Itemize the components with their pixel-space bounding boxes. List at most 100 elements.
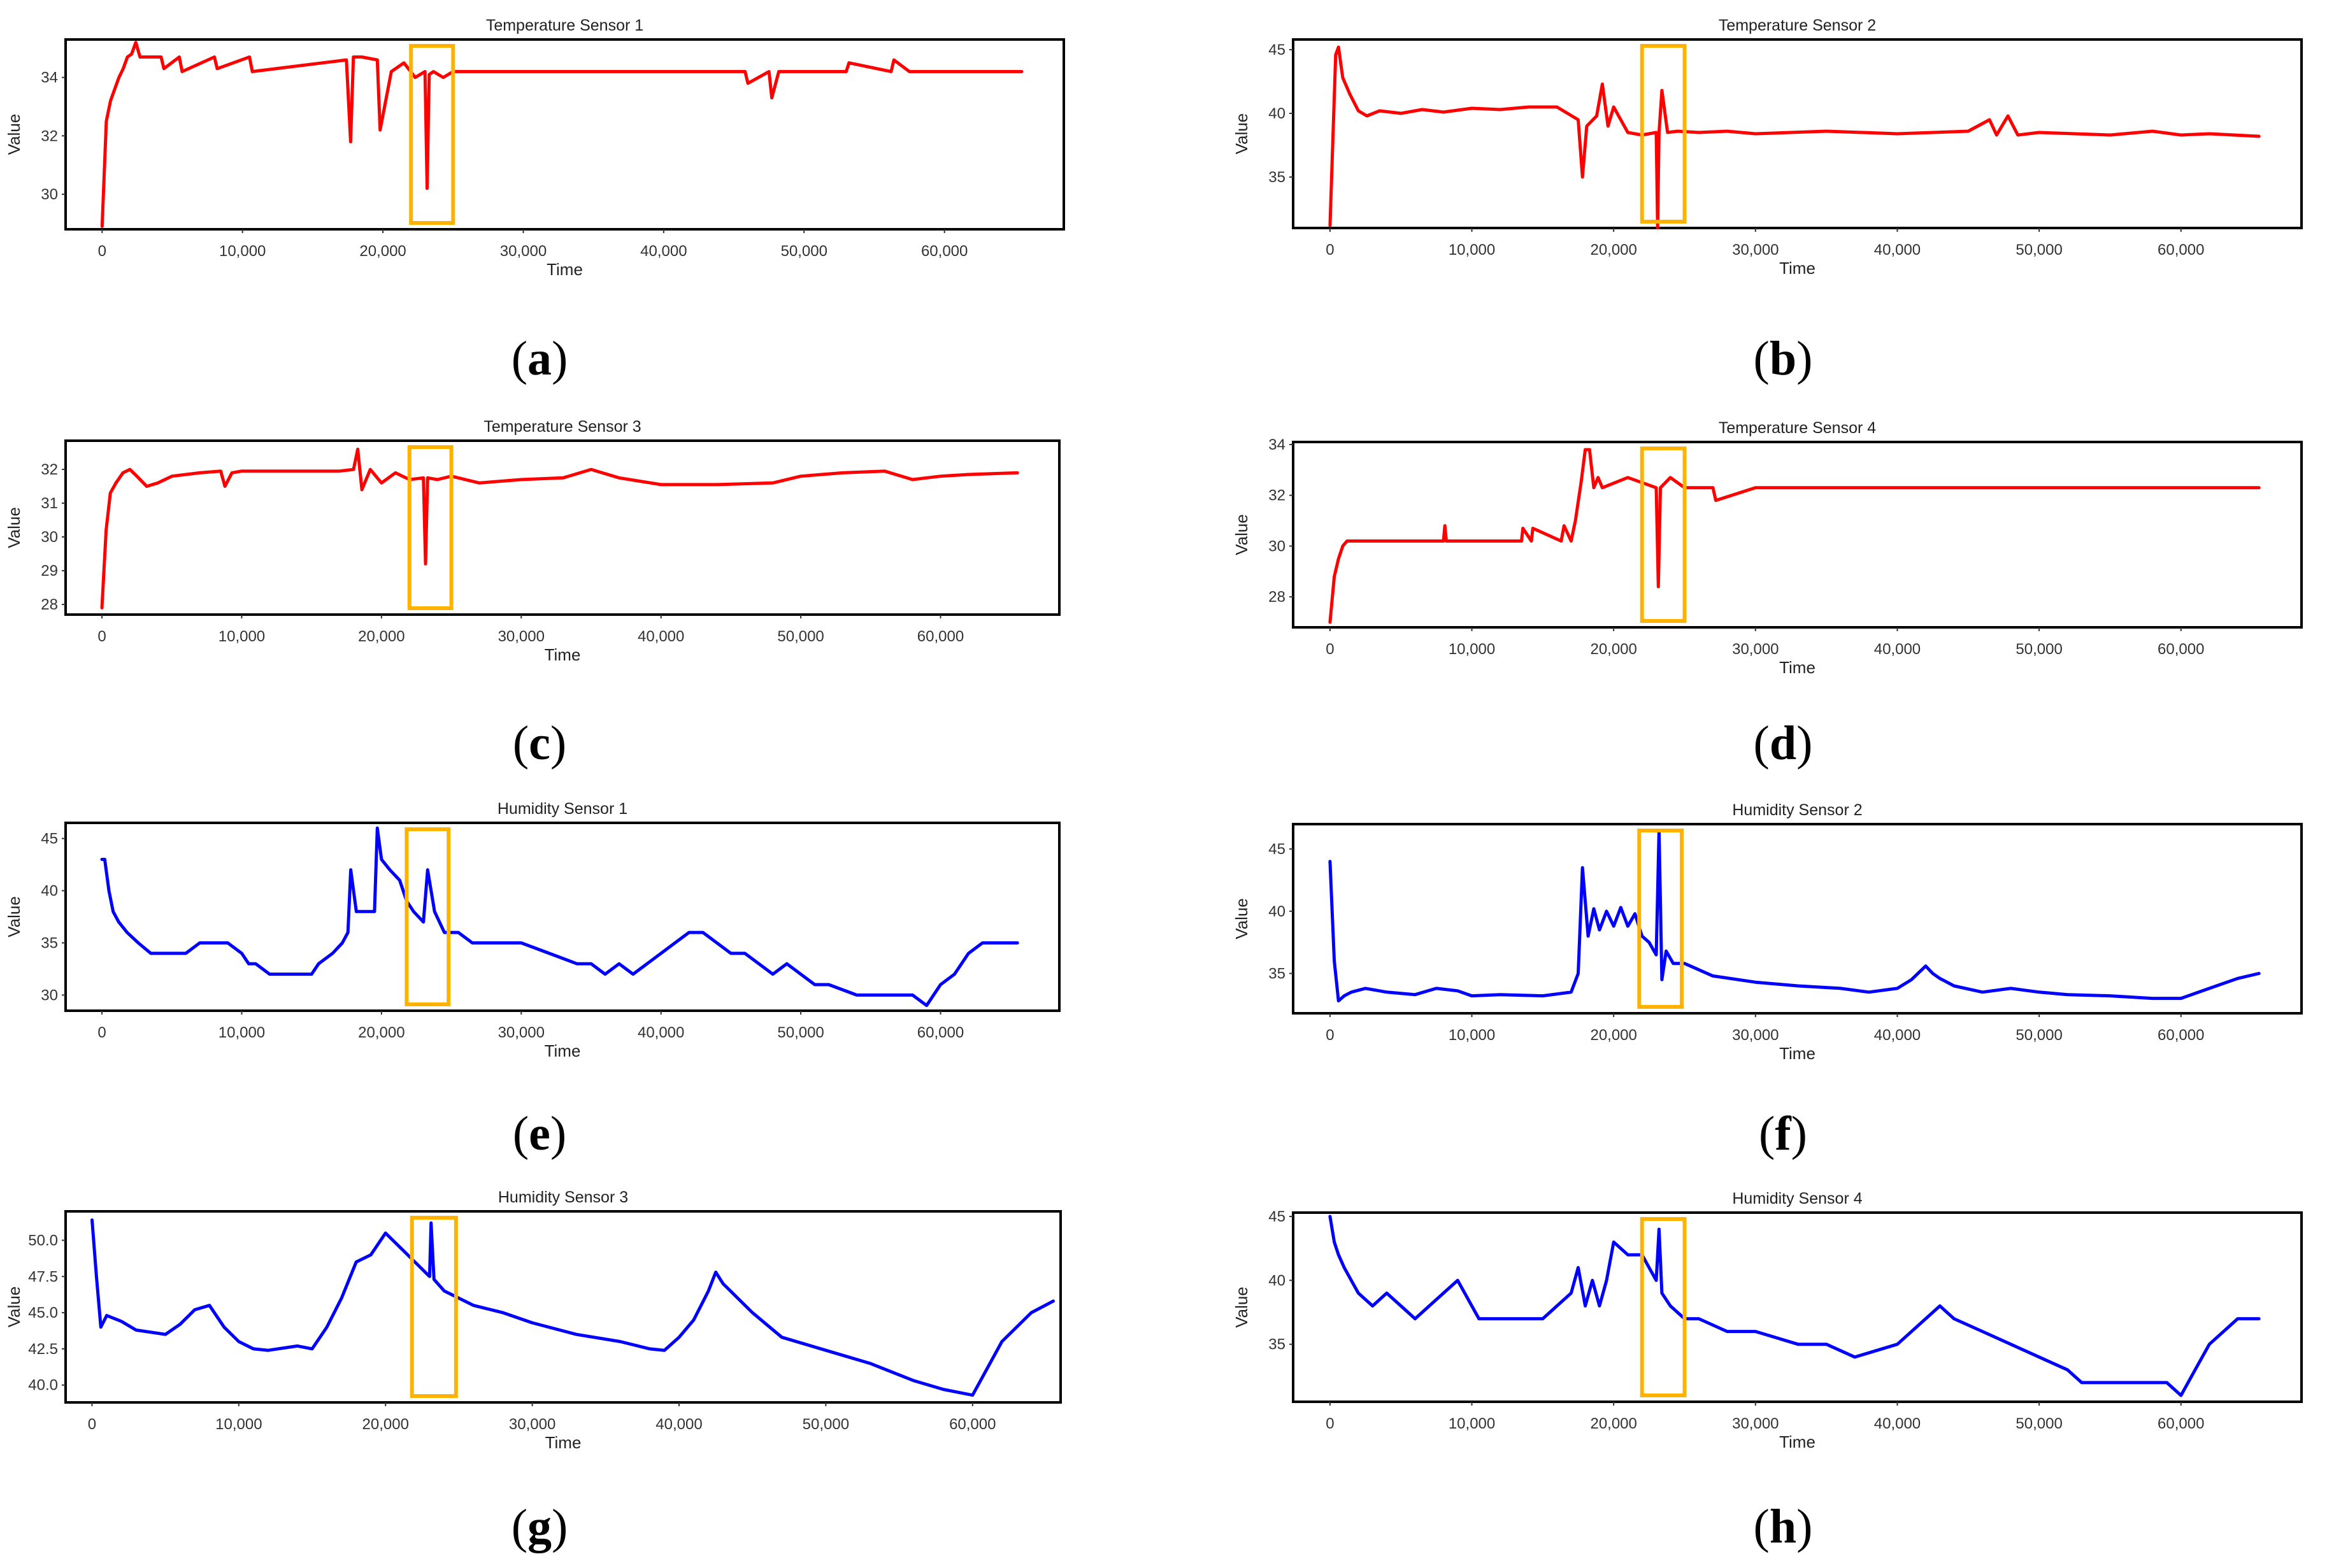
series-line xyxy=(1328,45,2261,230)
anomaly-highlight-box xyxy=(1637,829,1684,1009)
y-axis-label: Value xyxy=(4,896,24,937)
x-tick-label: 10,000 xyxy=(215,1416,262,1433)
series-line xyxy=(1328,829,2261,1002)
x-tick-label: 50,000 xyxy=(2016,1415,2062,1432)
x-tick-label: 0 xyxy=(1326,241,1334,259)
series-line xyxy=(100,41,1024,228)
x-tick-label: 40,000 xyxy=(1874,641,1921,658)
x-axis-label: Time xyxy=(547,260,583,279)
plot-frame xyxy=(64,822,1061,1012)
y-tick-label: 42.5 xyxy=(28,1341,58,1358)
chart-title: Temperature Sensor 4 xyxy=(1719,419,1876,437)
x-tick-label: 10,000 xyxy=(1449,1027,1495,1044)
plot-frame xyxy=(1292,38,2303,229)
x-axis-label: Time xyxy=(1779,1044,1815,1063)
x-tick-label: 40,000 xyxy=(1874,241,1921,259)
x-tick-label: 50,000 xyxy=(2016,1027,2062,1044)
plot-frame xyxy=(64,439,1061,616)
x-axis-label: Time xyxy=(1779,1432,1815,1451)
y-tick-label: 32 xyxy=(1268,487,1285,504)
x-tick-label: 60,000 xyxy=(2158,1415,2204,1432)
chart-title: Temperature Sensor 1 xyxy=(486,17,643,34)
caption-b: (b) xyxy=(1753,332,1813,385)
chart-title: Temperature Sensor 3 xyxy=(483,418,641,436)
caption-c: (c) xyxy=(512,716,567,770)
caption-letter: d xyxy=(1769,716,1797,770)
x-tick-label: 50,000 xyxy=(777,1024,824,1041)
caption-letter: c xyxy=(529,716,550,770)
x-tick-label: 20,000 xyxy=(1590,241,1636,259)
series-line xyxy=(1328,1215,2261,1397)
caption-f: (f) xyxy=(1759,1107,1807,1160)
y-tick-label: 30 xyxy=(41,987,58,1004)
y-tick-label: 40 xyxy=(1268,903,1285,920)
y-axis-label: Value xyxy=(4,1286,24,1328)
y-tick-label: 40.0 xyxy=(28,1377,58,1394)
caption-letter: f xyxy=(1775,1107,1791,1160)
x-tick-label: 40,000 xyxy=(638,628,684,645)
x-tick-label: 0 xyxy=(1326,1027,1334,1044)
x-axis-label: Time xyxy=(1779,658,1815,677)
y-axis-label: Value xyxy=(4,507,24,548)
x-tick-label: 40,000 xyxy=(640,243,687,260)
x-tick-label: 30,000 xyxy=(1732,1415,1779,1432)
y-tick-label: 35 xyxy=(1268,1336,1285,1353)
anomaly-highlight-box xyxy=(407,445,454,610)
x-tick-label: 40,000 xyxy=(1874,1027,1921,1044)
caption-letter: b xyxy=(1769,332,1797,385)
plot-frame xyxy=(1292,1211,2303,1403)
x-tick-label: 50,000 xyxy=(781,243,827,260)
chart-title: Humidity Sensor 4 xyxy=(1732,1190,1862,1208)
chart-temperature-sensor-1: Temperature Sensor 1 0 10,000 20,000 30,000 4… xyxy=(4,17,1065,279)
caption-letter: a xyxy=(527,332,552,385)
series-line xyxy=(1328,448,2261,624)
chart-temperature-sensor-3: Temperature Sensor 3 0 10,000 20,000 30,000 4… xyxy=(4,418,1061,664)
chart-title: Temperature Sensor 2 xyxy=(1719,17,1876,34)
x-tick-label: 10,000 xyxy=(1449,241,1495,259)
caption-a: (a) xyxy=(511,332,568,385)
x-axis-label: Time xyxy=(545,1041,581,1060)
x-tick-label: 0 xyxy=(98,243,106,260)
caption-letter: g xyxy=(527,1500,552,1553)
y-tick-label: 30 xyxy=(41,529,58,546)
series-line xyxy=(100,447,1019,609)
caption-g: (g) xyxy=(511,1500,568,1553)
x-tick-label: 40,000 xyxy=(1874,1415,1921,1432)
x-tick-label: 60,000 xyxy=(921,243,968,260)
x-tick-label: 30,000 xyxy=(500,243,547,260)
caption-h: (h) xyxy=(1753,1500,1813,1553)
chart-temperature-sensor-2: Temperature Sensor 2 0 10,000 20,000 30,000 4… xyxy=(1232,17,2303,278)
x-tick-label: 20,000 xyxy=(362,1416,409,1433)
x-axis-label: Time xyxy=(545,1433,582,1452)
x-tick-label: 30,000 xyxy=(498,1024,545,1041)
x-tick-label: 10,000 xyxy=(219,243,266,260)
x-tick-label: 50,000 xyxy=(2016,641,2062,658)
y-tick-label: 30 xyxy=(1268,538,1285,555)
chart-title: Humidity Sensor 1 xyxy=(498,800,627,818)
chart-temperature-sensor-4: Temperature Sensor 4 0 10,000 20,000 30,000 4… xyxy=(1232,419,2303,677)
x-tick-label: 40,000 xyxy=(638,1024,684,1041)
caption-letter: e xyxy=(529,1107,550,1160)
plot-frame xyxy=(1292,823,2303,1015)
x-tick-label: 50,000 xyxy=(803,1416,849,1433)
x-tick-label: 0 xyxy=(1326,641,1334,658)
chart-title: Humidity Sensor 2 xyxy=(1732,801,1862,819)
x-tick-label: 30,000 xyxy=(1732,241,1779,259)
x-tick-label: 20,000 xyxy=(1590,1027,1636,1044)
y-axis-label: Value xyxy=(1232,898,1251,939)
chart-humidity-sensor-3: Humidity Sensor 3 0 10,000 20,000 30,000 40,0… xyxy=(4,1188,1062,1452)
chart-humidity-sensor-2: Humidity Sensor 2 0 10,000 20,000 30,000 40,0… xyxy=(1232,801,2303,1063)
plot-frame xyxy=(1292,441,2303,629)
y-tick-label: 50.0 xyxy=(28,1232,58,1249)
x-tick-label: 30,000 xyxy=(1732,641,1779,658)
y-tick-label: 40 xyxy=(1268,105,1285,122)
anomaly-highlight-box xyxy=(410,1216,458,1398)
y-tick-label: 32 xyxy=(41,461,58,478)
x-tick-label: 60,000 xyxy=(2158,641,2204,658)
chart-humidity-sensor-4: Humidity Sensor 4 0 10,000 20,000 30,000 40,0… xyxy=(1232,1190,2303,1451)
series-line xyxy=(100,826,1019,1008)
x-tick-label: 60,000 xyxy=(917,1024,964,1041)
anomaly-highlight-box xyxy=(409,44,455,225)
x-tick-label: 50,000 xyxy=(2016,241,2062,259)
